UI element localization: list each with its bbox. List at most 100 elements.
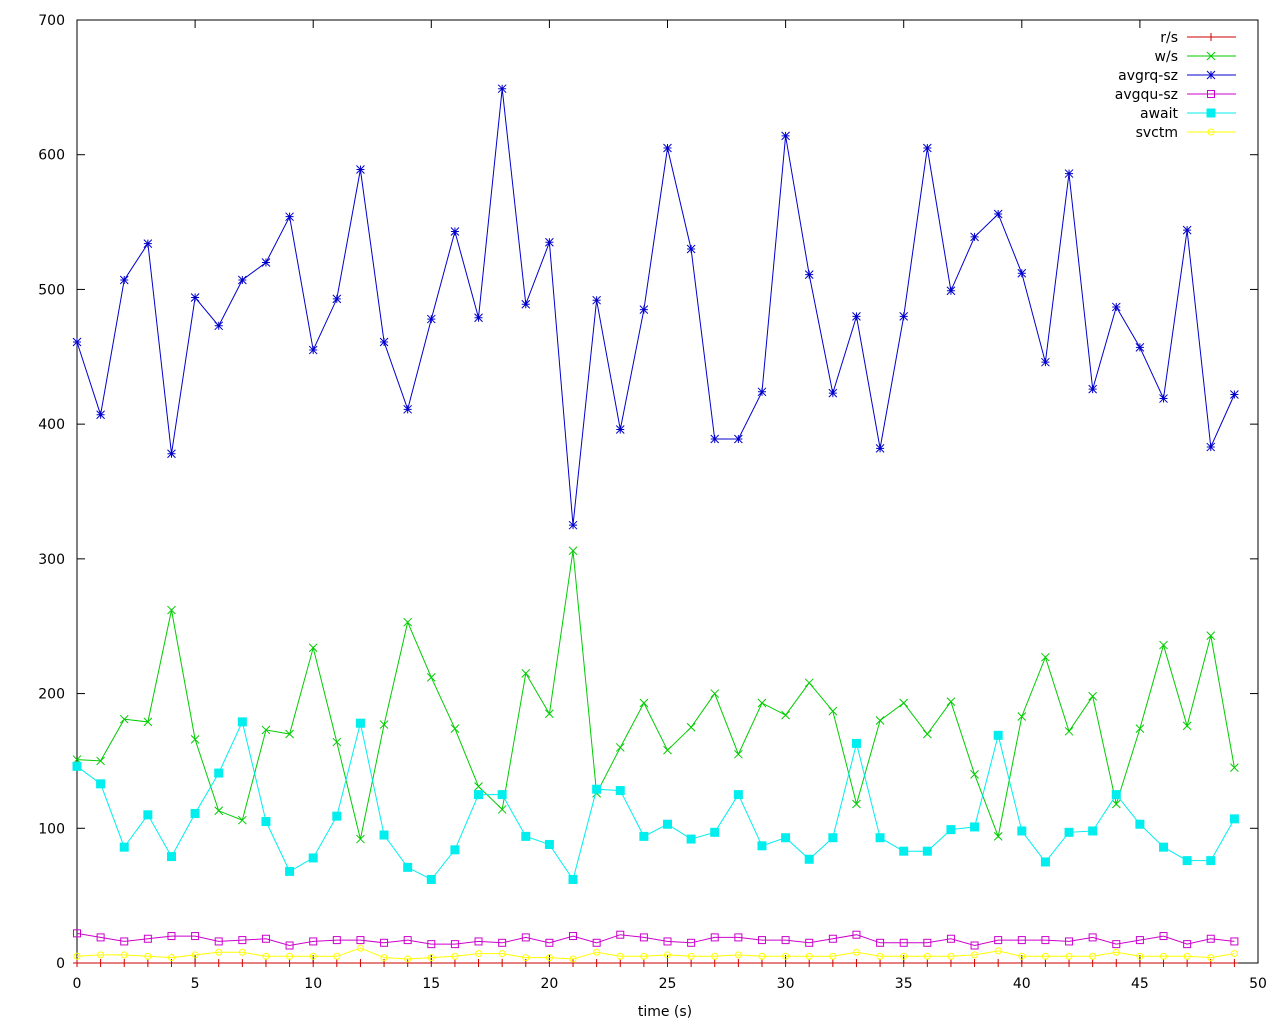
data-point-avgqu-sz (923, 938, 932, 947)
data-point-avgqu-sz (639, 933, 648, 942)
data-point-svctm (947, 952, 955, 960)
data-point-r-s (970, 959, 979, 967)
data-point-await (592, 784, 602, 794)
data-point-w-s (521, 669, 531, 678)
x-tick-label: 15 (422, 976, 440, 992)
x-tick-label: 5 (191, 976, 200, 992)
data-point-avgrq-sz (545, 237, 554, 247)
data-point-await (119, 842, 129, 852)
data-point-w-s (332, 737, 342, 747)
data-point-w-s (852, 799, 861, 809)
y-tick-label: 600 (38, 148, 65, 164)
data-point-await (72, 761, 82, 771)
legend-label: avgqu-sz (1115, 87, 1178, 103)
data-point-w-s (308, 643, 318, 653)
data-point-avgrq-sz (497, 84, 507, 94)
data-point-svctm (711, 952, 719, 960)
data-point-avgrq-sz (1135, 343, 1145, 352)
data-point-await (946, 825, 956, 835)
data-point-w-s (1111, 799, 1121, 809)
data-point-svctm (805, 952, 813, 960)
data-point-w-s (734, 749, 743, 759)
data-point-await (379, 830, 389, 840)
data-point-r-s (498, 959, 507, 967)
data-point-avgqu-sz (757, 936, 766, 945)
data-point-avgrq-sz (922, 143, 932, 153)
data-point-w-s (1135, 724, 1145, 733)
data-point-avgrq-sz (237, 275, 247, 285)
data-point-await (1088, 826, 1098, 836)
data-point-r-s (261, 959, 270, 967)
legend-marker (1206, 108, 1216, 118)
data-point-r-s (474, 959, 483, 967)
data-point-avgrq-sz (1159, 394, 1168, 403)
data-point-avgqu-sz (781, 936, 790, 945)
data-point-await (1017, 826, 1027, 836)
data-point-await (332, 811, 342, 821)
data-point-r-s (592, 959, 601, 967)
data-point-r-s (994, 959, 1003, 967)
data-point-await (663, 819, 672, 829)
legend-label: w/s (1155, 49, 1178, 65)
data-point-svctm (120, 951, 128, 959)
data-point-w-s (214, 806, 224, 816)
data-point-w-s (119, 714, 129, 724)
data-point-avgqu-sz (1041, 936, 1050, 945)
data-point-r-s (96, 959, 105, 967)
data-point-r-s (143, 959, 152, 967)
y-tick-label: 500 (38, 282, 65, 298)
data-point-svctm (73, 952, 81, 960)
legend-marker (1207, 90, 1215, 98)
data-point-r-s (214, 959, 223, 967)
data-point-r-s (757, 959, 766, 967)
data-point-await (993, 730, 1003, 740)
data-point-avgqu-sz (946, 934, 955, 943)
data-point-avgqu-sz (474, 937, 483, 946)
data-point-await (1040, 857, 1050, 867)
series-layer (72, 84, 1239, 967)
data-point-await (544, 839, 554, 849)
data-point-await (568, 874, 578, 884)
data-point-w-s (615, 743, 625, 752)
series-svctm (73, 944, 1238, 963)
data-point-avgrq-sz (190, 293, 200, 302)
data-point-w-s (804, 678, 814, 688)
y-tick-label: 300 (38, 552, 65, 568)
data-point-avgrq-sz (474, 313, 483, 323)
data-point-avgrq-sz (426, 314, 436, 324)
legend-item-avgqu-sz: avgqu-sz (1115, 87, 1236, 103)
data-point-r-s (332, 959, 341, 967)
data-point-r-s (852, 959, 861, 967)
data-point-await (1182, 856, 1192, 866)
legend-label: await (1140, 106, 1178, 122)
data-point-avgrq-sz (167, 449, 176, 459)
data-point-svctm (852, 948, 860, 956)
data-point-svctm (1136, 952, 1144, 960)
data-point-svctm (1160, 952, 1168, 960)
data-point-w-s (1041, 652, 1050, 662)
y-tick-label: 200 (38, 687, 65, 703)
data-point-await (922, 846, 932, 856)
data-point-r-s (403, 959, 412, 967)
data-point-w-s (946, 697, 956, 707)
data-point-avgqu-sz (687, 938, 696, 947)
data-point-svctm (569, 955, 577, 963)
data-point-avgrq-sz (308, 345, 318, 355)
data-point-r-s (1041, 959, 1050, 967)
data-point-avgrq-sz (403, 404, 413, 414)
data-point-svctm (451, 952, 459, 960)
data-point-await (733, 790, 743, 800)
data-point-avgqu-sz (1159, 932, 1168, 941)
data-point-r-s (1230, 959, 1239, 967)
data-point-avgrq-sz (686, 244, 696, 254)
data-point-avgrq-sz (1017, 268, 1027, 278)
data-point-r-s (73, 959, 81, 967)
data-point-await (639, 831, 649, 841)
data-point-avgqu-sz (852, 930, 861, 939)
data-point-avgqu-sz (970, 941, 979, 950)
data-point-avgrq-sz (450, 227, 460, 236)
data-point-svctm (900, 952, 908, 960)
data-point-r-s (710, 959, 719, 967)
data-point-w-s (356, 834, 365, 844)
